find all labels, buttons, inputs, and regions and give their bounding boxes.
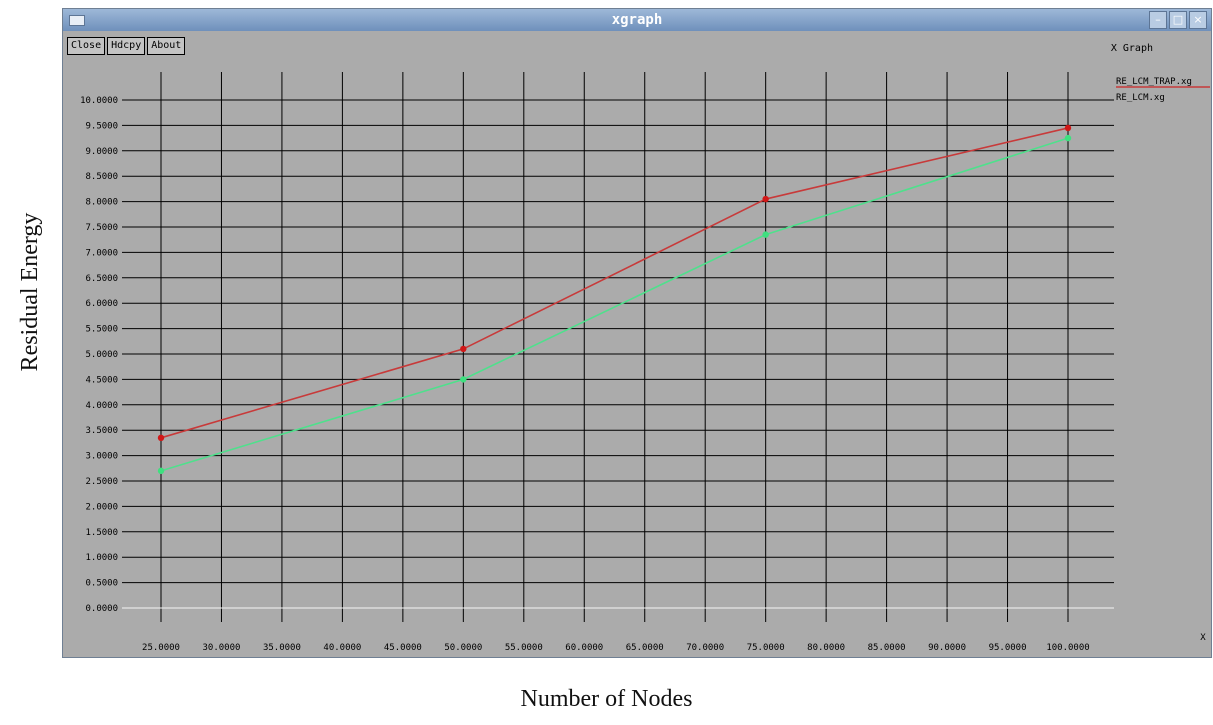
y-tick-label: 5.5000 — [85, 325, 118, 335]
window-title: xgraph — [611, 12, 663, 28]
y-tick-label: 4.0000 — [85, 401, 118, 411]
about-button[interactable]: About — [147, 37, 186, 55]
hdcpy-button[interactable]: Hdcpy — [107, 37, 146, 55]
y-tick-label: 0.5000 — [85, 579, 118, 589]
x-tick-label: 70.0000 — [686, 643, 724, 653]
y-tick-label: 9.5000 — [85, 121, 118, 131]
title-bar[interactable]: xgraph – □ × — [63, 9, 1211, 31]
x-tick-label: 90.0000 — [928, 643, 966, 653]
y-tick-label: 1.0000 — [85, 553, 118, 563]
y-tick-label: 10.0000 — [80, 96, 118, 106]
y-tick-label: 0.0000 — [85, 604, 118, 614]
y-tick-label: 1.5000 — [85, 528, 118, 538]
data-point — [157, 434, 165, 442]
x-tick-label: 95.0000 — [989, 643, 1027, 653]
data-point — [762, 195, 769, 203]
x-tick-label: 30.0000 — [202, 643, 240, 653]
y-tick-label: 4.5000 — [85, 375, 118, 385]
x-unit-label: X — [1200, 633, 1206, 643]
y-tick-label: 6.5000 — [85, 274, 118, 284]
graph-name-label: X Graph — [1110, 43, 1153, 54]
x-tick-label: 40.0000 — [323, 643, 361, 653]
x-tick-label: 45.0000 — [384, 643, 422, 653]
y-tick-label: 5.0000 — [85, 350, 118, 360]
y-tick-label: 7.0000 — [85, 248, 118, 258]
y-tick-label: 8.0000 — [85, 198, 118, 208]
x-tick-label: 75.0000 — [747, 643, 785, 653]
window-menu-icon[interactable] — [69, 15, 85, 26]
toolbar: Close Hdcpy About — [67, 37, 186, 55]
x-tick-label: 50.0000 — [444, 643, 482, 653]
y-tick-label: 3.0000 — [85, 452, 118, 462]
legend-label: RE_LCM.xg — [1116, 93, 1165, 103]
series-line-1 — [160, 137, 1069, 472]
minimize-icon[interactable]: – — [1149, 11, 1167, 29]
x-tick-label: 60.0000 — [565, 643, 603, 653]
y-tick-label: 9.0000 — [85, 147, 118, 157]
x-tick-label: 35.0000 — [263, 643, 301, 653]
data-point — [460, 376, 467, 383]
x-tick-label: 80.0000 — [807, 643, 845, 653]
x-axis-title: Number of Nodes — [520, 686, 693, 712]
series-line-0 — [160, 127, 1069, 439]
data-point — [1064, 124, 1072, 132]
data-point — [1064, 134, 1072, 142]
y-tick-label: 8.5000 — [85, 172, 118, 182]
y-tick-label: 3.5000 — [85, 426, 118, 436]
x-tick-label: 100.0000 — [1046, 643, 1089, 653]
data-point — [762, 231, 769, 238]
data-point — [157, 467, 165, 475]
legend-label: RE_LCM_TRAP.xg — [1116, 77, 1192, 87]
y-tick-label: 7.5000 — [85, 223, 118, 233]
close-window-icon[interactable]: × — [1189, 11, 1207, 29]
data-point — [460, 345, 467, 353]
y-tick-label: 2.0000 — [85, 502, 118, 512]
y-tick-label: 6.0000 — [85, 299, 118, 309]
y-tick-label: 2.5000 — [85, 477, 118, 487]
maximize-icon[interactable]: □ — [1169, 11, 1187, 29]
x-tick-label: 85.0000 — [868, 643, 906, 653]
x-tick-label: 25.0000 — [142, 643, 180, 653]
x-tick-label: 65.0000 — [626, 643, 664, 653]
xgraph-window: xgraph – □ × Close Hdcpy About X Graph — [62, 8, 1212, 658]
close-button[interactable]: Close — [67, 37, 106, 55]
x-tick-label: 55.0000 — [505, 643, 543, 653]
